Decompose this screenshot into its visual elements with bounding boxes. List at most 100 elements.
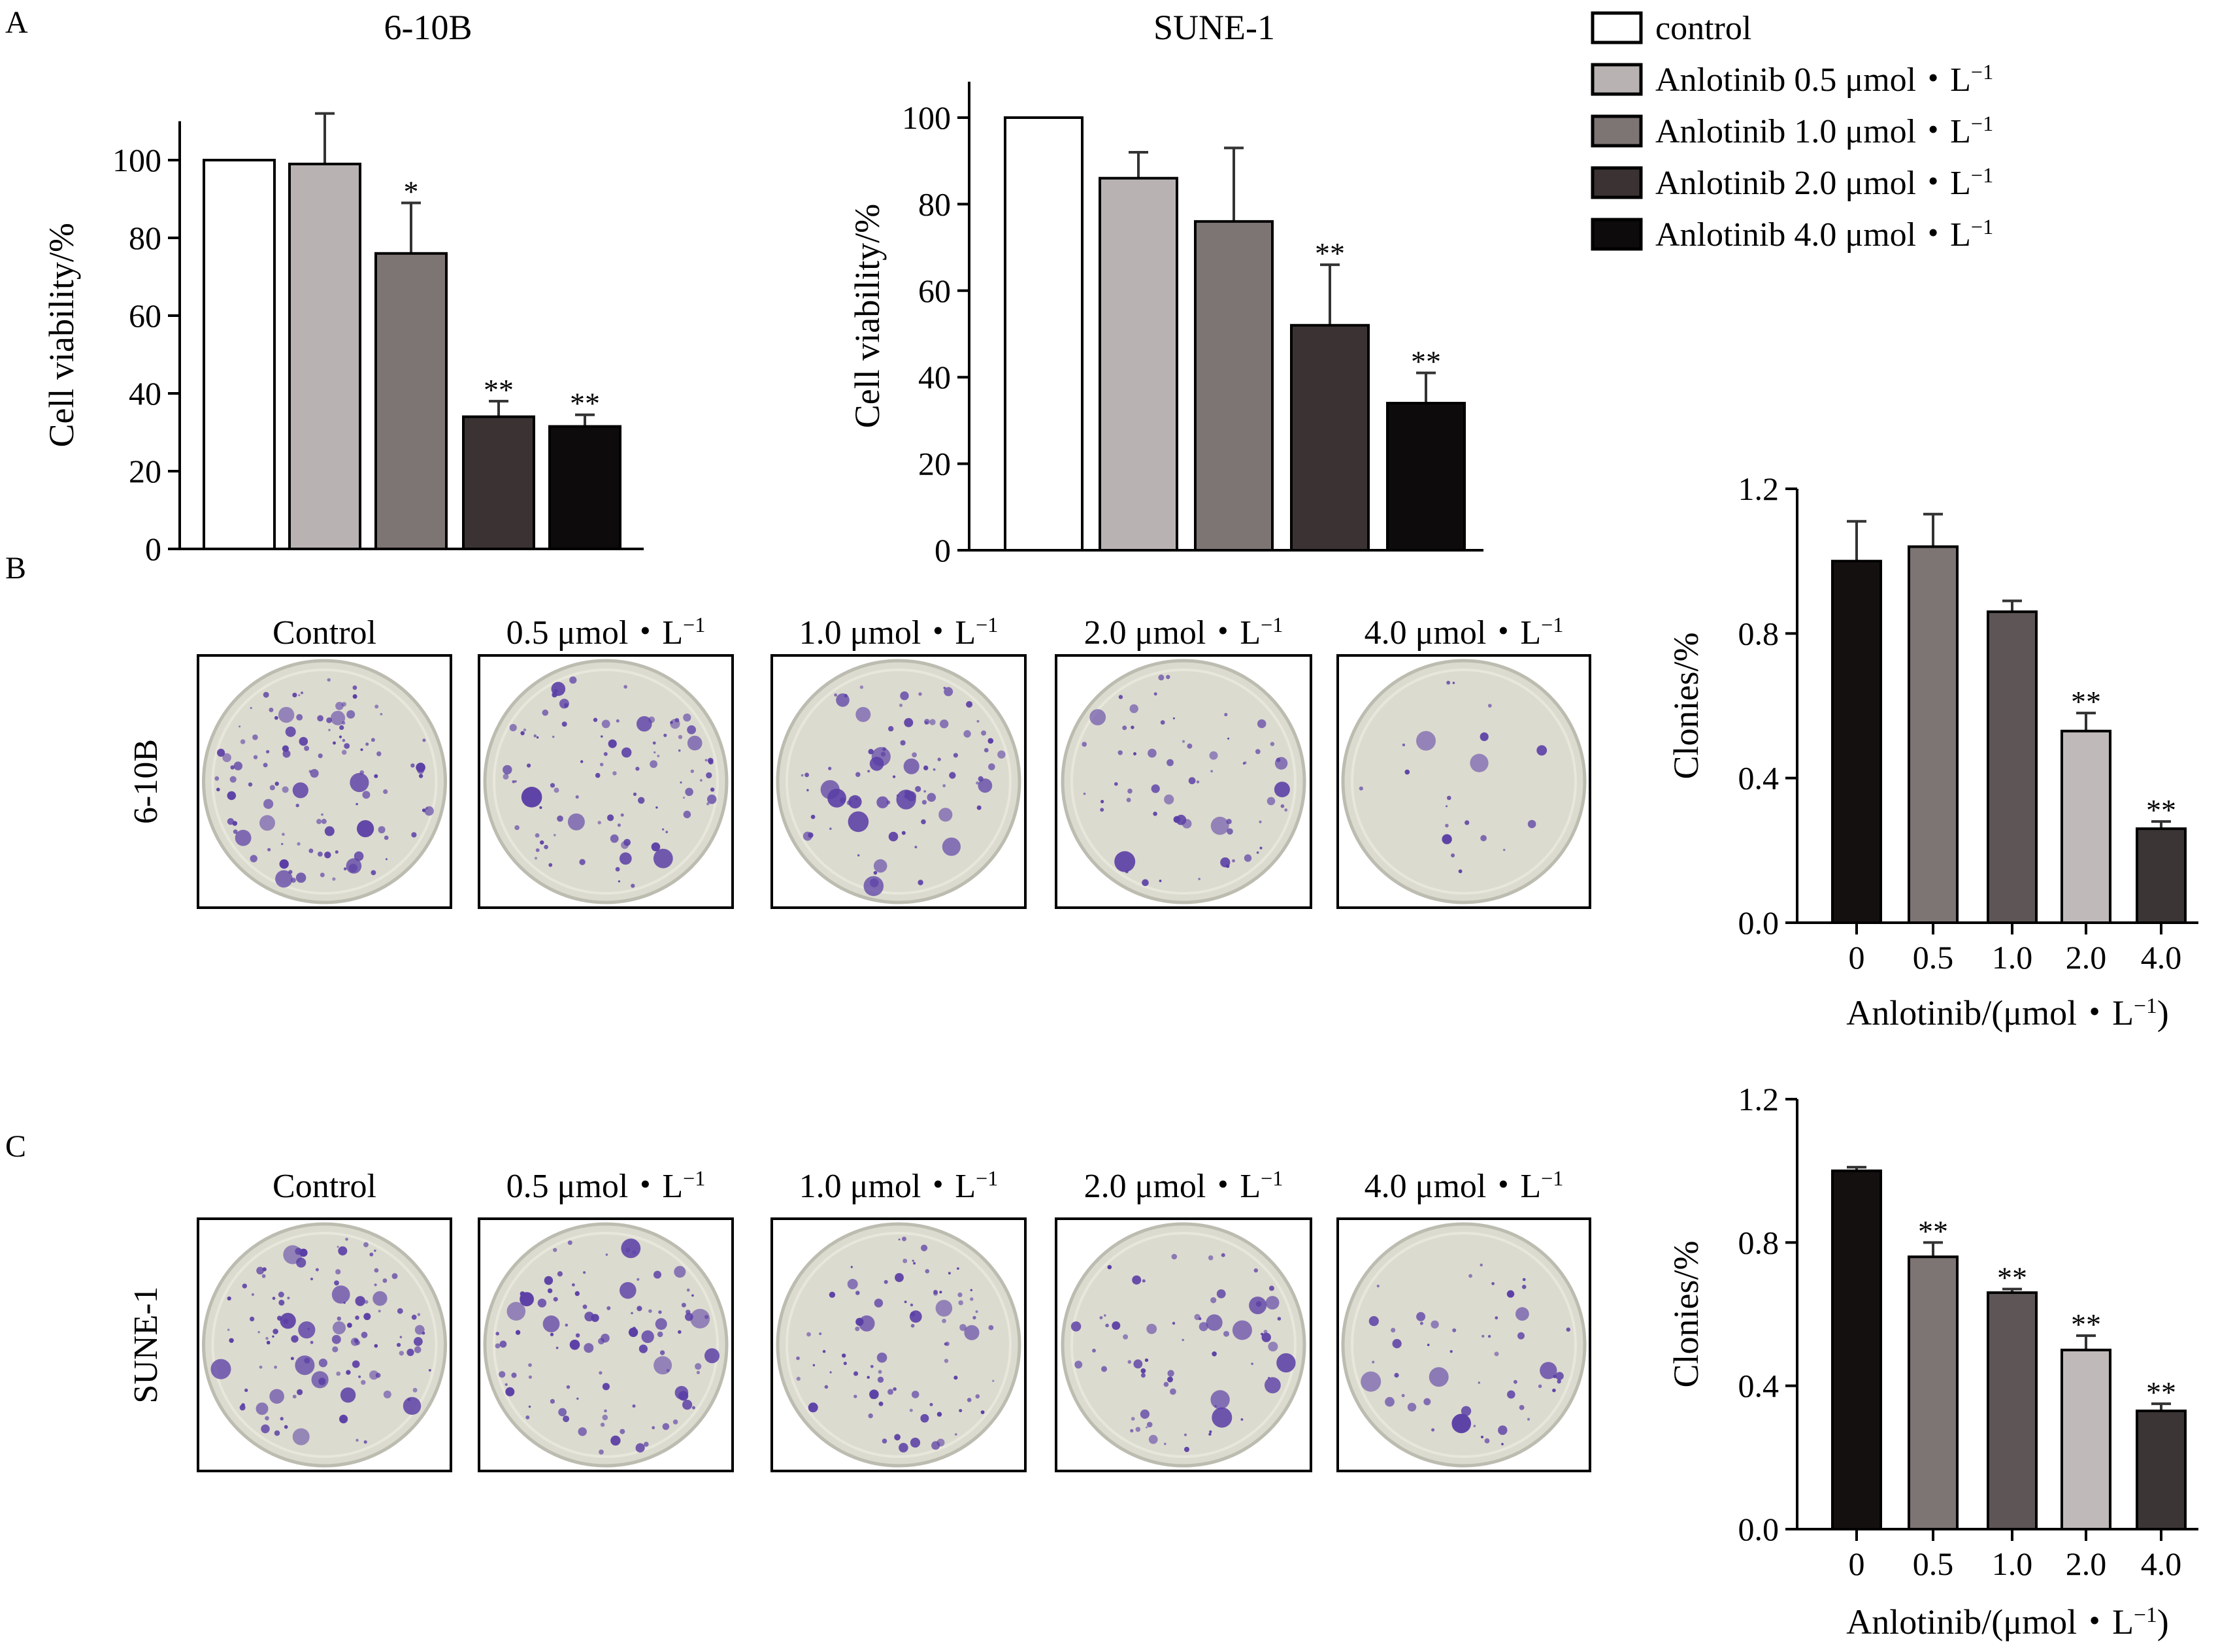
colony: [290, 1357, 294, 1361]
significance-marker: **: [1918, 1214, 1948, 1247]
colony: [1172, 1321, 1176, 1325]
colony: [1210, 816, 1229, 835]
colony: [1212, 1351, 1217, 1357]
colony: [605, 1253, 608, 1256]
colony: [923, 765, 929, 770]
colony: [921, 819, 926, 825]
colony: [680, 781, 682, 784]
colony: [551, 682, 566, 696]
colony: [280, 1417, 284, 1421]
colony: [371, 738, 375, 742]
colony: [652, 741, 656, 745]
colony: [1146, 1421, 1153, 1428]
colony: [252, 734, 258, 740]
colony: [235, 829, 252, 846]
colony: [295, 872, 306, 883]
bar-2.0: [2061, 729, 2111, 924]
colony: [1172, 717, 1175, 719]
colony: [520, 731, 525, 736]
colony: [1144, 1358, 1149, 1363]
colony: [1521, 1285, 1527, 1289]
colony: [1427, 1344, 1430, 1346]
colony: [1099, 1316, 1103, 1319]
petri-dish: [483, 659, 729, 904]
colony: [1481, 1436, 1483, 1438]
y-tick-label: 0.8: [1738, 615, 1779, 652]
colony: [1083, 792, 1086, 795]
colony: [339, 1414, 348, 1424]
colony: [1266, 797, 1276, 806]
colony: [706, 802, 710, 806]
colony: [250, 706, 252, 710]
colony: [601, 735, 603, 738]
colony: [827, 788, 846, 808]
colony: [274, 716, 278, 720]
colony: [1129, 704, 1138, 714]
colony: [308, 770, 312, 773]
colony: [528, 1363, 532, 1367]
colony: [1164, 1442, 1167, 1446]
bar-2.0: [462, 415, 535, 551]
colony: [495, 1343, 501, 1349]
colony: [356, 802, 358, 806]
colony: [248, 782, 253, 787]
colony: [554, 787, 559, 793]
colony: [1503, 848, 1506, 851]
colony: [372, 1291, 388, 1306]
colony: [976, 805, 982, 810]
colony: [1173, 816, 1181, 823]
colony: [902, 1259, 908, 1263]
colony: [670, 719, 680, 729]
colony: [383, 789, 388, 794]
colony: [355, 1296, 365, 1306]
colony: [1227, 737, 1230, 740]
colony: [317, 715, 323, 721]
colony: [672, 1419, 678, 1425]
colony: [1151, 784, 1160, 793]
colony: [272, 1297, 276, 1300]
colony: [350, 772, 369, 793]
colony: [1480, 1263, 1483, 1267]
colony: [984, 748, 989, 753]
colony: [964, 1325, 980, 1340]
petri-dish: [483, 1222, 729, 1468]
legend-label-superscript: −1: [1971, 163, 1993, 187]
colony: [1555, 1372, 1564, 1380]
colony: [687, 735, 703, 751]
colony: [1221, 1253, 1225, 1257]
colony: [637, 1306, 642, 1312]
colony: [937, 757, 941, 761]
colony: [921, 1244, 928, 1251]
colony: [936, 1412, 942, 1417]
colony: [363, 1242, 369, 1247]
colony: [842, 1353, 846, 1358]
colony: [1540, 1362, 1557, 1379]
colony: [1465, 820, 1470, 825]
colony: [266, 1340, 271, 1345]
colony: [704, 1348, 720, 1364]
colony: [528, 1375, 533, 1379]
colony: [285, 726, 296, 737]
colony: [653, 848, 673, 868]
colony: [265, 1416, 269, 1421]
colony: [604, 1409, 607, 1413]
y-tick-label: 40: [129, 375, 161, 412]
colony: [1514, 1379, 1517, 1384]
colony: [1183, 1433, 1187, 1436]
colony: [374, 1268, 379, 1273]
x-axis-label-superscript: −1: [2134, 994, 2157, 1018]
colony: [330, 710, 346, 725]
dish-condition-label: 0.5 μmol・L−1: [506, 1166, 706, 1205]
colony: [899, 703, 903, 707]
colony: [241, 1403, 245, 1407]
colony: [901, 831, 906, 835]
colony: [593, 718, 598, 722]
colony: [564, 703, 569, 708]
colony: [425, 807, 428, 810]
colony: [397, 1308, 403, 1314]
legend-label: Anlotinib 0.5 μmol・L−1: [1655, 60, 1993, 99]
colony: [304, 1357, 310, 1364]
petri-dish-rim: [1070, 669, 1297, 895]
colony: [976, 781, 979, 785]
colony: [1146, 1323, 1157, 1334]
